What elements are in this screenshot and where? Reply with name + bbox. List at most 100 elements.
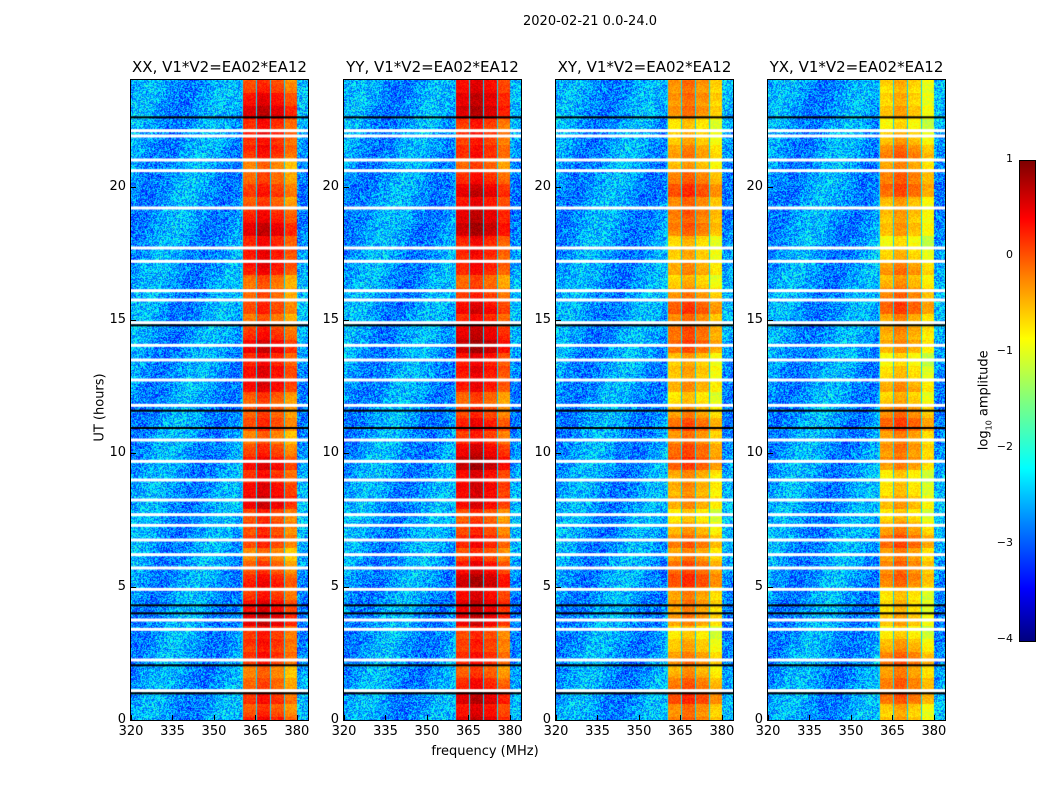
x-tick-label: 320	[331, 724, 357, 739]
y-tick-label: 5	[330, 578, 339, 594]
y-tick-label: 0	[542, 712, 551, 727]
x-tick-mark	[597, 715, 599, 720]
y-tick-label: 15	[746, 312, 763, 327]
x-tick-mark	[344, 715, 345, 720]
x-tick-mark	[385, 715, 387, 720]
x-tick-label: 320	[118, 724, 144, 739]
y-tick-label: 20	[109, 178, 126, 194]
y-tick-mark	[556, 586, 561, 588]
x-tick-mark	[892, 715, 894, 720]
y-tick-mark	[768, 720, 773, 721]
y-tick-mark	[344, 453, 349, 455]
heatmap-panel-0	[130, 79, 309, 721]
x-tick-label: 350	[414, 724, 440, 739]
panel-title: YY, V1*V2=EA02*EA12	[346, 58, 519, 76]
y-tick-mark	[131, 320, 136, 321]
y-tick-label: 15	[109, 312, 126, 327]
colorbar-tick-label: 0	[1006, 248, 1013, 261]
x-tick-label: 320	[543, 724, 569, 739]
y-tick-label: 0	[330, 712, 339, 727]
y-tick-mark	[768, 320, 773, 321]
x-tick-label: 350	[201, 724, 227, 739]
x-tick-mark	[426, 715, 428, 720]
figure-title: 2020-02-21 0.0-24.0	[523, 14, 657, 29]
x-tick-mark	[509, 715, 511, 720]
y-tick-mark	[344, 320, 349, 321]
y-tick-mark	[556, 453, 561, 455]
x-tick-label: 365	[243, 724, 268, 739]
colorbar-tick-label: −2	[996, 440, 1013, 453]
x-tick-label: 335	[797, 724, 822, 739]
y-tick-label: 15	[322, 312, 339, 327]
x-tick-mark	[680, 715, 682, 720]
y-axis-label: UT (hours)	[92, 373, 108, 442]
y-tick-mark	[768, 453, 773, 455]
y-tick-mark	[556, 320, 561, 321]
y-tick-label: 15	[534, 312, 551, 327]
x-tick-mark	[721, 715, 723, 720]
colorbar-label: log10 amplitude	[977, 345, 994, 455]
x-tick-mark	[850, 715, 852, 720]
x-tick-mark	[809, 715, 811, 720]
y-tick-label: 5	[754, 578, 763, 594]
x-axis-label: frequency (MHz)	[431, 744, 539, 759]
x-tick-label: 365	[456, 724, 481, 739]
x-tick-label: 380	[709, 724, 735, 739]
y-tick-label: 0	[117, 712, 126, 727]
y-tick-label: 0	[754, 712, 763, 727]
x-tick-mark	[131, 715, 132, 720]
heatmap-panel-2	[555, 79, 734, 721]
x-tick-mark	[213, 715, 215, 720]
x-tick-label: 335	[160, 724, 185, 739]
y-tick-mark	[131, 453, 136, 455]
y-tick-label: 20	[322, 178, 339, 194]
x-tick-mark	[296, 715, 298, 720]
colorbar	[1019, 160, 1036, 642]
heatmap-image	[344, 80, 521, 720]
x-tick-mark	[933, 715, 935, 720]
heatmap-image	[768, 80, 945, 720]
y-tick-label: 10	[322, 445, 339, 461]
colorbar-label-sub: 10	[984, 420, 994, 431]
heatmap-image	[131, 80, 308, 720]
panel-title: XY, V1*V2=EA02*EA12	[557, 58, 732, 76]
y-tick-mark	[131, 586, 136, 588]
x-tick-mark	[556, 715, 557, 720]
x-tick-label: 335	[585, 724, 610, 739]
x-tick-mark	[172, 715, 174, 720]
x-tick-label: 365	[668, 724, 693, 739]
colorbar-tick-label: −1	[996, 344, 1013, 357]
x-tick-label: 320	[755, 724, 781, 739]
y-tick-mark	[768, 186, 773, 188]
x-tick-label: 380	[497, 724, 523, 739]
x-tick-label: 380	[284, 724, 310, 739]
x-tick-label: 365	[880, 724, 905, 739]
y-tick-label: 20	[746, 178, 763, 194]
y-tick-label: 20	[534, 178, 551, 194]
x-tick-label: 350	[838, 724, 864, 739]
colorbar-tick-label: 1	[1006, 152, 1013, 165]
y-tick-mark	[556, 720, 561, 721]
x-tick-mark	[768, 715, 769, 720]
y-tick-mark	[556, 186, 561, 188]
x-tick-mark	[468, 715, 470, 720]
y-tick-mark	[131, 186, 136, 188]
x-tick-mark	[255, 715, 257, 720]
y-tick-label: 5	[117, 578, 126, 594]
panel-title: XX, V1*V2=EA02*EA12	[132, 58, 307, 76]
y-tick-mark	[131, 720, 136, 721]
y-tick-label: 5	[542, 578, 551, 594]
colorbar-label-rest: amplitude	[976, 350, 992, 421]
x-tick-label: 335	[373, 724, 398, 739]
colorbar-tick-label: −3	[996, 536, 1013, 549]
y-tick-label: 10	[746, 445, 763, 461]
y-tick-label: 10	[534, 445, 551, 461]
x-tick-mark	[638, 715, 640, 720]
panel-title: YX, V1*V2=EA02*EA12	[769, 58, 944, 76]
y-tick-mark	[344, 720, 349, 721]
y-tick-label: 10	[109, 445, 126, 461]
colorbar-tick-label: −4	[996, 632, 1013, 645]
heatmap-image	[556, 80, 733, 720]
heatmap-panel-3	[767, 79, 946, 721]
x-tick-label: 380	[921, 724, 947, 739]
